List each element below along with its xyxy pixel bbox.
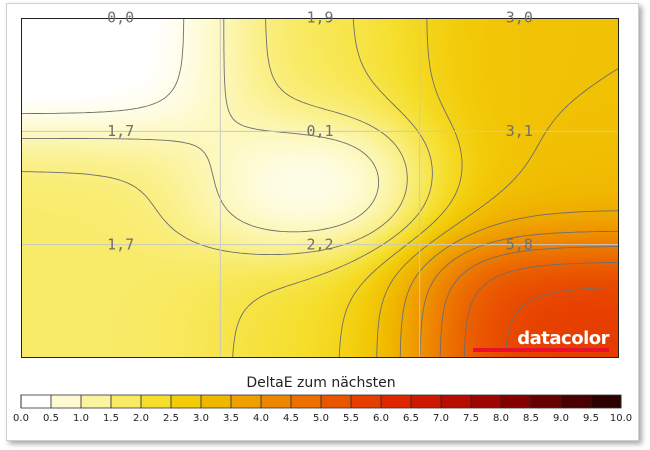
colorbar-tick-label: 8.0 bbox=[493, 413, 509, 424]
colorbar-segment-19 bbox=[591, 395, 622, 408]
colorbar-segment-13 bbox=[411, 395, 442, 408]
colorbar-tick-label: 5.0 bbox=[313, 413, 329, 424]
cell-labels: 0,0 1,9 3,0 1,7 0,1 3,1 1,7 2,2 5,8 bbox=[107, 9, 533, 254]
contour-lines bbox=[21, 18, 619, 358]
colorbar-segment-9 bbox=[291, 395, 322, 408]
contour-line-4-5 bbox=[439, 246, 619, 358]
brand-underline bbox=[473, 348, 609, 352]
contour-line-3-5 bbox=[399, 210, 619, 358]
colorbar-segment-4 bbox=[141, 395, 172, 408]
colorbar-tick-label: 5.5 bbox=[343, 413, 359, 424]
colorbar-tick-label: 2.0 bbox=[133, 413, 149, 424]
colorbar-tick-label: 3.5 bbox=[223, 413, 239, 424]
contour-line-2 bbox=[232, 18, 433, 358]
colorbar-tick-label: 4.0 bbox=[253, 413, 269, 424]
colorbar-segment-8 bbox=[261, 395, 292, 408]
heatmap-surface bbox=[21, 18, 619, 358]
cell-label-r0-c0: 0,0 bbox=[107, 9, 134, 27]
colorbar-title: DeltaE zum nächsten bbox=[246, 375, 395, 391]
contour-line-0-5 bbox=[21, 18, 185, 115]
contour-line-1 bbox=[21, 18, 380, 233]
colorbar-tick-label: 3.0 bbox=[193, 413, 209, 424]
colorbar-segment-14 bbox=[441, 395, 472, 408]
colorbar-tick-label: 7.0 bbox=[433, 413, 449, 424]
contour-line-1-5 bbox=[21, 18, 408, 256]
cell-label-r0-c2: 3,0 bbox=[506, 9, 533, 27]
colorbar-segment-17 bbox=[531, 395, 562, 408]
colorbar-segment-6 bbox=[201, 395, 232, 408]
grid-lines bbox=[21, 18, 619, 358]
colorbar-tick-label: 6.0 bbox=[373, 413, 389, 424]
brand-logo: datacolor bbox=[473, 328, 610, 352]
contour-line-5 bbox=[463, 261, 619, 358]
contour-line-3 bbox=[376, 67, 619, 358]
colorbar-tick-label: 9.0 bbox=[553, 413, 569, 424]
colorbar-tick-label: 6.5 bbox=[403, 413, 419, 424]
colorbar-tick-label: 7.5 bbox=[463, 413, 479, 424]
chart-frame: 0,0 1,9 3,0 1,7 0,1 3,1 1,7 2,2 5,8 datacolor De… bbox=[6, 3, 639, 441]
plot-border bbox=[21, 18, 619, 358]
colorbar-segment-5 bbox=[171, 395, 202, 408]
colorbar-segment-11 bbox=[351, 395, 382, 408]
contour-line-2-5 bbox=[338, 18, 463, 358]
cell-label-r2-c0: 1,7 bbox=[107, 235, 134, 253]
uniformity-chart: 0,0 1,9 3,0 1,7 0,1 3,1 1,7 2,2 5,8 datacolor De… bbox=[13, 9, 632, 424]
cell-label-r1-c2: 3,1 bbox=[506, 122, 533, 140]
colorbar-tick-label: 0.5 bbox=[43, 413, 59, 424]
colorbar-segment-2 bbox=[81, 395, 112, 408]
brand-name: datacolor bbox=[517, 328, 609, 349]
colorbar-tick-label: 1.5 bbox=[103, 413, 119, 424]
colorbar-tick-label: 2.5 bbox=[163, 413, 179, 424]
colorbar-segment-7 bbox=[231, 395, 262, 408]
colorbar-segment-0 bbox=[21, 395, 52, 408]
colorbar-tick-label: 10.0 bbox=[610, 413, 632, 424]
colorbar-segment-12 bbox=[381, 395, 412, 408]
contour-line-4 bbox=[419, 230, 619, 358]
colorbar-segment-10 bbox=[321, 395, 352, 408]
cell-label-r2-c2: 5,8 bbox=[506, 235, 533, 253]
heatmap-layer bbox=[21, 18, 619, 358]
cell-label-r2-c1: 2,2 bbox=[306, 235, 333, 253]
colorbar-tick-label: 8.5 bbox=[523, 413, 539, 424]
colorbar-segment-16 bbox=[501, 395, 532, 408]
colorbar-segment-18 bbox=[561, 395, 592, 408]
cell-label-r1-c0: 1,7 bbox=[107, 122, 134, 140]
colorbar-segment-3 bbox=[111, 395, 142, 408]
colorbar-tick-label: 1.0 bbox=[73, 413, 89, 424]
cell-label-r0-c1: 1,9 bbox=[306, 9, 333, 27]
contour-line-5-5 bbox=[504, 286, 619, 358]
colorbar-segment-1 bbox=[51, 395, 82, 408]
colorbar-segment-15 bbox=[471, 395, 502, 408]
colorbar-tick-label: 4.5 bbox=[283, 413, 299, 424]
colorbar-tick-label: 0.0 bbox=[13, 413, 29, 424]
colorbar-tick-label: 9.5 bbox=[583, 413, 599, 424]
colorbar-ticks: 0.0 0.5 1.0 1.5 2.0 2.5 3.0 3.5 4.0 4.5 5.0 5.5 6.0 6… bbox=[13, 395, 632, 424]
cell-label-r1-c1: 0,1 bbox=[306, 122, 333, 140]
